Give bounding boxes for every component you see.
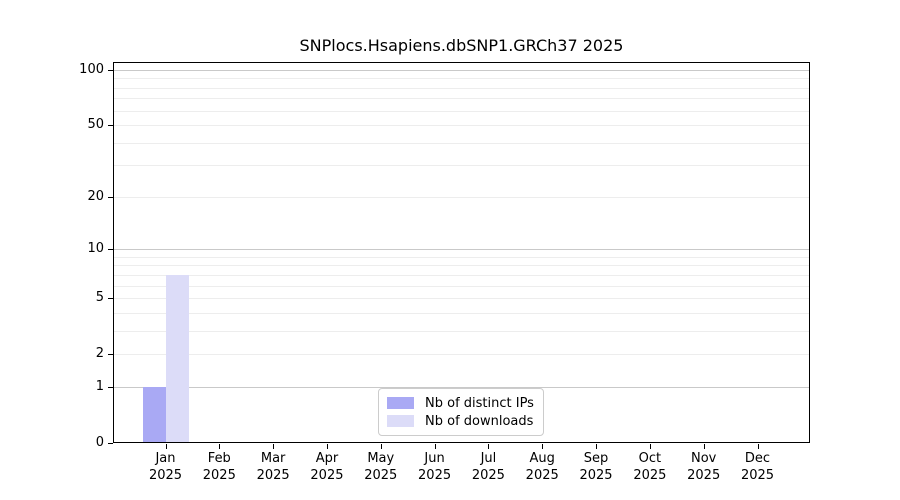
- x-tick-label: Nov 2025: [669, 450, 739, 484]
- legend-swatch-downloads: [387, 415, 414, 427]
- gridline-minor: [113, 330, 810, 332]
- x-tick-label: Feb 2025: [184, 450, 254, 484]
- gridline-minor: [113, 110, 810, 112]
- gridline-minor: [113, 125, 810, 127]
- x-tick-month: Dec: [744, 451, 771, 466]
- x-tick-month: Apr: [315, 451, 339, 466]
- x-tick-label: May 2025: [346, 450, 416, 484]
- y-tick-mark: [108, 196, 113, 198]
- x-tick-month: Oct: [638, 451, 662, 466]
- y-tick-label: 0: [95, 435, 104, 450]
- x-tick-mark: [326, 444, 328, 449]
- gridline-major: [113, 249, 810, 251]
- x-tick-label: Jul 2025: [453, 450, 523, 484]
- y-tick-label: 50: [87, 117, 104, 133]
- x-tick-mark: [380, 444, 382, 449]
- legend-swatch-distinct-ips: [387, 397, 414, 409]
- x-tick-year: 2025: [364, 468, 398, 483]
- x-tick-mark: [488, 444, 490, 449]
- gridline-minor: [113, 285, 810, 287]
- legend-label-distinct-ips: Nb of distinct IPs: [425, 395, 534, 411]
- x-tick-label: Jan 2025: [131, 450, 201, 484]
- x-tick-year: 2025: [202, 468, 236, 483]
- gridline-minor: [113, 98, 810, 100]
- x-tick-year: 2025: [525, 468, 559, 483]
- legend-entry-distinct-ips: Nb of distinct IPs: [387, 395, 535, 412]
- y-tick-mark: [108, 298, 113, 300]
- chart-title: SNPlocs.Hsapiens.dbSNP1.GRCh37 2025: [299, 36, 624, 55]
- y-tick-mark: [108, 443, 113, 444]
- gridline-minor: [113, 354, 810, 356]
- gridline-minor: [113, 312, 810, 314]
- y-tick-label: 20: [87, 188, 104, 204]
- y-tick-mark: [108, 354, 113, 356]
- gridline-minor: [113, 87, 810, 89]
- legend: Nb of distinct IPs Nb of downloads: [378, 388, 544, 436]
- x-tick-month: Aug: [529, 451, 555, 466]
- gridline-minor: [113, 142, 810, 144]
- x-tick-year: 2025: [471, 468, 505, 483]
- x-tick-year: 2025: [687, 468, 721, 483]
- y-tick-label: 1: [95, 378, 104, 394]
- y-tick-mark: [108, 386, 113, 388]
- x-tick-mark: [542, 444, 544, 449]
- x-tick-mark: [596, 444, 598, 449]
- x-tick-month: Feb: [207, 451, 231, 466]
- gridline-major: [113, 386, 810, 388]
- gridline-minor: [113, 78, 810, 80]
- y-tick-mark: [108, 70, 113, 71]
- x-tick-label: Mar 2025: [238, 450, 308, 484]
- y-tick-label: 100: [79, 62, 104, 77]
- x-tick-label: Oct 2025: [615, 450, 685, 484]
- bar-distinct-ips: [142, 386, 166, 443]
- x-tick-month: May: [367, 451, 395, 466]
- x-tick-label: Jun 2025: [400, 450, 470, 484]
- x-tick-label: Dec 2025: [723, 450, 793, 484]
- x-tick-label: Sep 2025: [561, 450, 631, 484]
- gridline-minor: [113, 256, 810, 258]
- x-tick-label: Apr 2025: [292, 450, 362, 484]
- x-tick-mark: [273, 444, 275, 449]
- x-tick-mark: [703, 444, 705, 449]
- y-tick-label: 10: [87, 241, 104, 257]
- x-tick-mark: [757, 444, 759, 449]
- y-tick-label: 2: [95, 346, 104, 362]
- x-tick-year: 2025: [633, 468, 667, 483]
- y-tick-mark: [108, 125, 113, 127]
- x-tick-year: 2025: [310, 468, 344, 483]
- x-tick-month: Jul: [480, 451, 497, 466]
- x-tick-mark: [649, 444, 651, 449]
- y-tick-mark: [108, 249, 113, 251]
- gridline-minor: [113, 196, 810, 198]
- x-tick-mark: [219, 444, 221, 449]
- gridline-minor: [113, 274, 810, 276]
- x-tick-year: 2025: [418, 468, 452, 483]
- x-tick-year: 2025: [148, 468, 183, 483]
- legend-label-downloads: Nb of downloads: [425, 413, 534, 429]
- plot-area: [113, 62, 810, 443]
- legend-entry-downloads: Nb of downloads: [387, 413, 535, 430]
- bar-downloads: [165, 274, 189, 443]
- gridline-minor: [113, 265, 810, 267]
- x-tick-month: Sep: [583, 451, 609, 466]
- x-tick-month: Mar: [260, 451, 286, 466]
- y-tick-label: 5: [95, 290, 104, 306]
- x-tick-label: Aug 2025: [507, 450, 577, 484]
- x-tick-month: Jun: [424, 451, 445, 466]
- gridline-major: [113, 70, 810, 71]
- x-tick-mark: [434, 444, 436, 449]
- x-tick-mark: [165, 444, 167, 449]
- x-tick-year: 2025: [256, 468, 290, 483]
- gridline-minor: [113, 165, 810, 167]
- gridline-minor: [113, 298, 810, 300]
- x-tick-year: 2025: [740, 468, 775, 483]
- x-tick-month: Nov: [690, 451, 717, 466]
- x-tick-year: 2025: [579, 468, 613, 483]
- x-tick-month: Jan: [155, 451, 176, 466]
